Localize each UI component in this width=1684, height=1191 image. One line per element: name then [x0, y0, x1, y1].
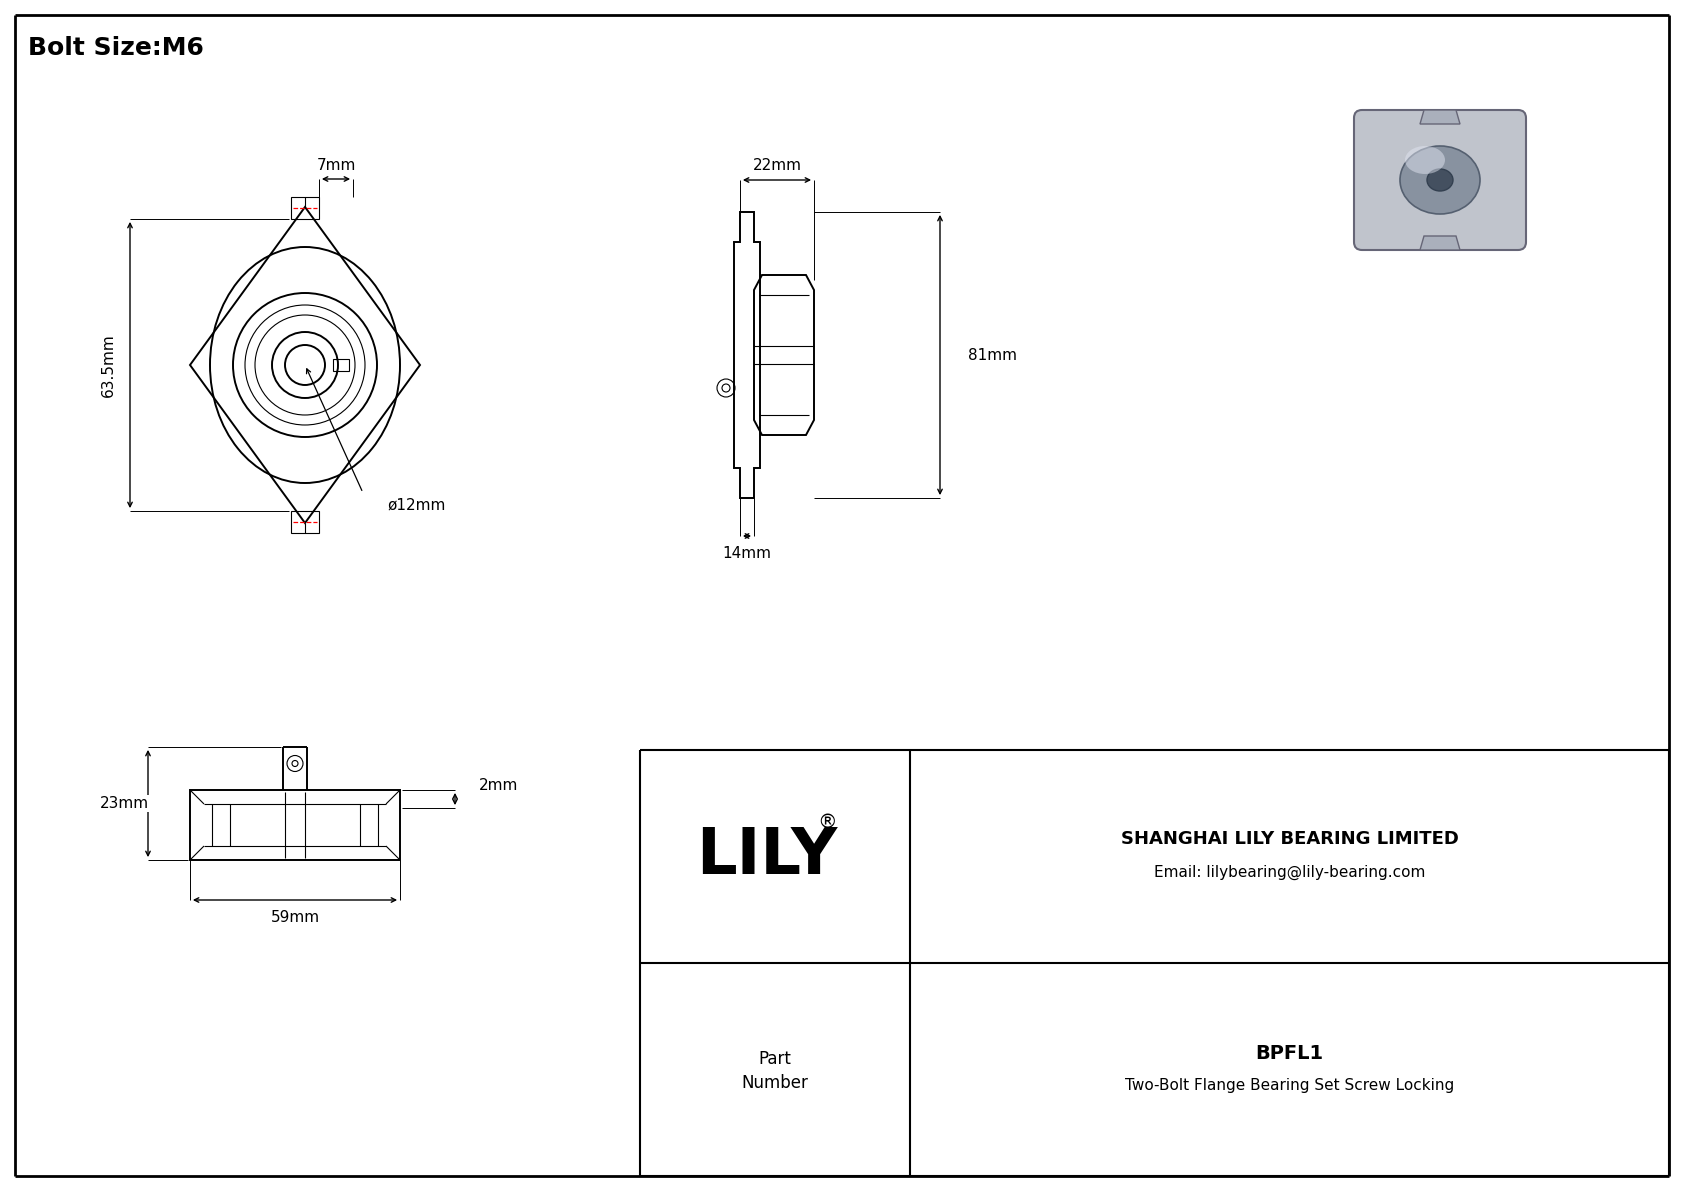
Ellipse shape: [1399, 146, 1480, 214]
Text: SHANGHAI LILY BEARING LIMITED: SHANGHAI LILY BEARING LIMITED: [1120, 829, 1458, 848]
Ellipse shape: [1404, 146, 1445, 174]
Text: 63.5mm: 63.5mm: [101, 333, 116, 397]
Text: 2mm: 2mm: [478, 778, 519, 792]
Text: 22mm: 22mm: [753, 158, 802, 174]
Text: 7mm: 7mm: [317, 157, 355, 173]
Ellipse shape: [1426, 169, 1453, 191]
Text: 81mm: 81mm: [968, 348, 1017, 362]
FancyBboxPatch shape: [1354, 110, 1526, 250]
Bar: [190, 790, 401, 860]
Text: Two-Bolt Flange Bearing Set Screw Locking: Two-Bolt Flange Bearing Set Screw Lockin…: [1125, 1078, 1453, 1093]
Polygon shape: [1420, 110, 1460, 124]
Text: 23mm: 23mm: [99, 796, 148, 811]
Text: BPFL1: BPFL1: [1256, 1045, 1324, 1064]
Text: Number: Number: [741, 1074, 808, 1092]
Text: LILY: LILY: [697, 825, 837, 887]
Text: Email: lilybearing@lily-bearing.com: Email: lilybearing@lily-bearing.com: [1154, 865, 1425, 880]
Bar: [291, 197, 318, 219]
Text: 14mm: 14mm: [722, 547, 771, 561]
Bar: [291, 511, 318, 534]
Text: Bolt Size:M6: Bolt Size:M6: [29, 36, 204, 60]
Text: ø12mm: ø12mm: [387, 498, 445, 512]
Text: 59mm: 59mm: [271, 910, 320, 925]
Text: Part: Part: [758, 1050, 791, 1068]
Polygon shape: [1420, 236, 1460, 250]
Bar: [333, 358, 349, 372]
Text: ®: ®: [817, 813, 837, 833]
